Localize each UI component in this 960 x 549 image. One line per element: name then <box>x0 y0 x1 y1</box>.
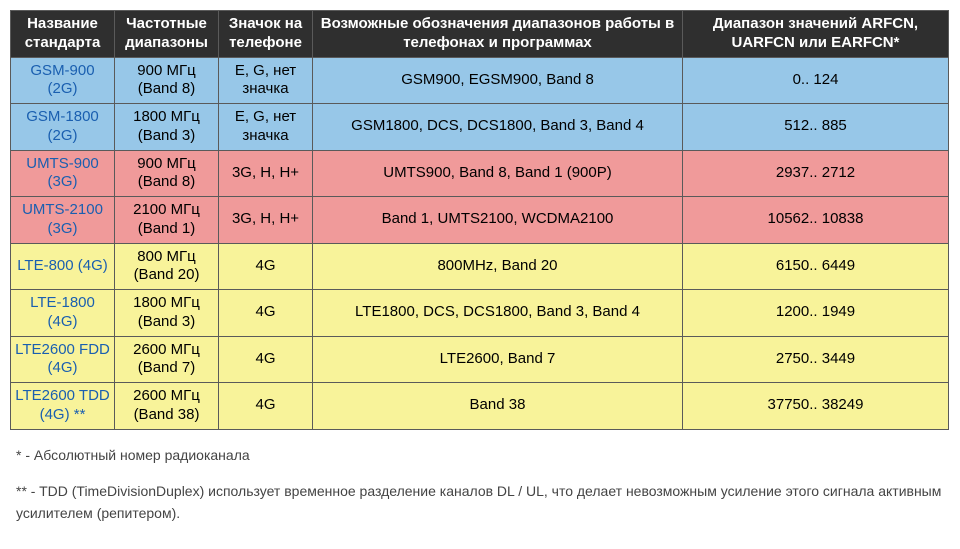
cell-6-0: LTE2600 FDD (4G) <box>11 336 115 383</box>
table-row: LTE-800 (4G)800 МГц (Band 20)4G800MHz, B… <box>11 243 949 290</box>
cell-2-2: 3G, H, H+ <box>219 150 313 197</box>
cell-3-0: UMTS-2100 (3G) <box>11 197 115 244</box>
cell-2-1: 900 МГц (Band 8) <box>115 150 219 197</box>
cell-3-1: 2100 МГц (Band 1) <box>115 197 219 244</box>
cell-4-3: 800MHz, Band 20 <box>313 243 683 290</box>
table-row: LTE2600 TDD (4G) **2600 МГц (Band 38)4GB… <box>11 383 949 430</box>
cell-4-0: LTE-800 (4G) <box>11 243 115 290</box>
cell-5-4: 1200.. 1949 <box>683 290 949 337</box>
cell-4-1: 800 МГц (Band 20) <box>115 243 219 290</box>
cell-7-1: 2600 МГц (Band 38) <box>115 383 219 430</box>
cell-7-2: 4G <box>219 383 313 430</box>
col-header-2: Значок на телефоне <box>219 11 313 58</box>
col-header-1: Частотные диапазоны <box>115 11 219 58</box>
table-row: LTE2600 FDD (4G)2600 МГц (Band 7)4GLTE26… <box>11 336 949 383</box>
cell-4-4: 6150.. 6449 <box>683 243 949 290</box>
cell-0-4: 0.. 124 <box>683 57 949 104</box>
footnotes: * - Абсолютный номер радиоканала ** - TD… <box>10 430 948 525</box>
cell-6-1: 2600 МГц (Band 7) <box>115 336 219 383</box>
cell-3-4: 10562.. 10838 <box>683 197 949 244</box>
cell-7-3: Band 38 <box>313 383 683 430</box>
frequency-bands-table: Название стандартаЧастотные диапазоныЗна… <box>10 10 949 430</box>
cell-4-2: 4G <box>219 243 313 290</box>
cell-5-0: LTE-1800 (4G) <box>11 290 115 337</box>
table-body: GSM-900 (2G)900 МГц (Band 8)E, G, нет зн… <box>11 57 949 429</box>
cell-2-3: UMTS900, Band 8, Band 1 (900P) <box>313 150 683 197</box>
cell-7-0: LTE2600 TDD (4G) ** <box>11 383 115 430</box>
cell-0-3: GSM900, EGSM900, Band 8 <box>313 57 683 104</box>
cell-5-1: 1800 МГц (Band 3) <box>115 290 219 337</box>
table-header: Название стандартаЧастотные диапазоныЗна… <box>11 11 949 58</box>
cell-0-2: E, G, нет значка <box>219 57 313 104</box>
footnote-2: ** - TDD (TimeDivisionDuplex) использует… <box>16 480 942 525</box>
cell-1-0: GSM-1800 (2G) <box>11 104 115 151</box>
col-header-0: Название стандарта <box>11 11 115 58</box>
table-row: GSM-900 (2G)900 МГц (Band 8)E, G, нет зн… <box>11 57 949 104</box>
table-row: GSM-1800 (2G)1800 МГц (Band 3)E, G, нет … <box>11 104 949 151</box>
cell-2-0: UMTS-900 (3G) <box>11 150 115 197</box>
cell-0-0: GSM-900 (2G) <box>11 57 115 104</box>
cell-6-2: 4G <box>219 336 313 383</box>
cell-0-1: 900 МГц (Band 8) <box>115 57 219 104</box>
cell-7-4: 37750.. 38249 <box>683 383 949 430</box>
cell-1-1: 1800 МГц (Band 3) <box>115 104 219 151</box>
col-header-3: Возможные обозначения диапазонов работы … <box>313 11 683 58</box>
cell-1-3: GSM1800, DCS, DCS1800, Band 3, Band 4 <box>313 104 683 151</box>
cell-6-3: LTE2600, Band 7 <box>313 336 683 383</box>
cell-3-2: 3G, H, H+ <box>219 197 313 244</box>
table-row: UMTS-900 (3G)900 МГц (Band 8)3G, H, H+UM… <box>11 150 949 197</box>
cell-5-2: 4G <box>219 290 313 337</box>
table-row: UMTS-2100 (3G)2100 МГц (Band 1)3G, H, H+… <box>11 197 949 244</box>
cell-1-4: 512.. 885 <box>683 104 949 151</box>
cell-2-4: 2937.. 2712 <box>683 150 949 197</box>
cell-6-4: 2750.. 3449 <box>683 336 949 383</box>
cell-5-3: LTE1800, DCS, DCS1800, Band 3, Band 4 <box>313 290 683 337</box>
cell-3-3: Band 1, UMTS2100, WCDMA2100 <box>313 197 683 244</box>
col-header-4: Диапазон значений ARFCN, UARFCN или EARF… <box>683 11 949 58</box>
table-row: LTE-1800 (4G)1800 МГц (Band 3)4GLTE1800,… <box>11 290 949 337</box>
cell-1-2: E, G, нет значка <box>219 104 313 151</box>
footnote-1: * - Абсолютный номер радиоканала <box>16 444 942 466</box>
